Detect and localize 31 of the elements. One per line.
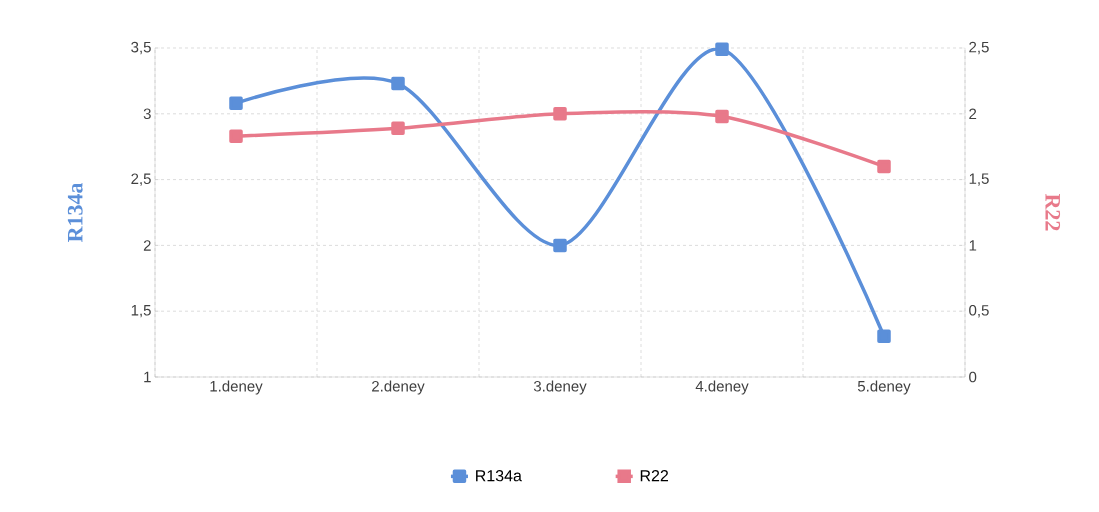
- point: [553, 238, 567, 253]
- x-tick-label: 1.deney: [210, 380, 263, 395]
- y-tick-label: 1: [144, 371, 151, 383]
- legend-label: R134a: [476, 470, 522, 482]
- point: [715, 42, 729, 57]
- point: [553, 107, 567, 121]
- y-axis-title: R134a: [67, 182, 83, 243]
- y2-tick-label: 2,5: [969, 41, 989, 55]
- x-tick-label: 2.deney: [372, 380, 425, 395]
- y-tick-label: 3: [143, 108, 151, 120]
- point: [877, 159, 891, 174]
- y-tick-label: 2: [143, 240, 151, 251]
- point: [391, 76, 405, 91]
- y-tick-label: 3,5: [131, 41, 151, 55]
- x-tick-label: 4.deney: [695, 380, 749, 395]
- y2-tick-label: 1,5: [969, 173, 989, 186]
- x-tick-label: 3.deney: [533, 380, 587, 395]
- point: [229, 129, 243, 143]
- y2-tick-label: 0,5: [969, 305, 989, 318]
- y2-axis-title: R22: [1045, 193, 1061, 231]
- point: [229, 96, 243, 111]
- point: [391, 121, 405, 136]
- point: [715, 109, 729, 124]
- y-tick-label: 1,5: [131, 305, 151, 318]
- y2-tick-label: 1: [969, 240, 977, 251]
- x-tick-label: 5.deney: [857, 380, 911, 395]
- y2-tick-label: 2: [969, 108, 977, 120]
- point: [877, 329, 891, 343]
- legend-label: R22: [640, 470, 669, 482]
- y2-tick-label: 0: [969, 371, 977, 383]
- y-tick-label: 2,5: [131, 173, 151, 186]
